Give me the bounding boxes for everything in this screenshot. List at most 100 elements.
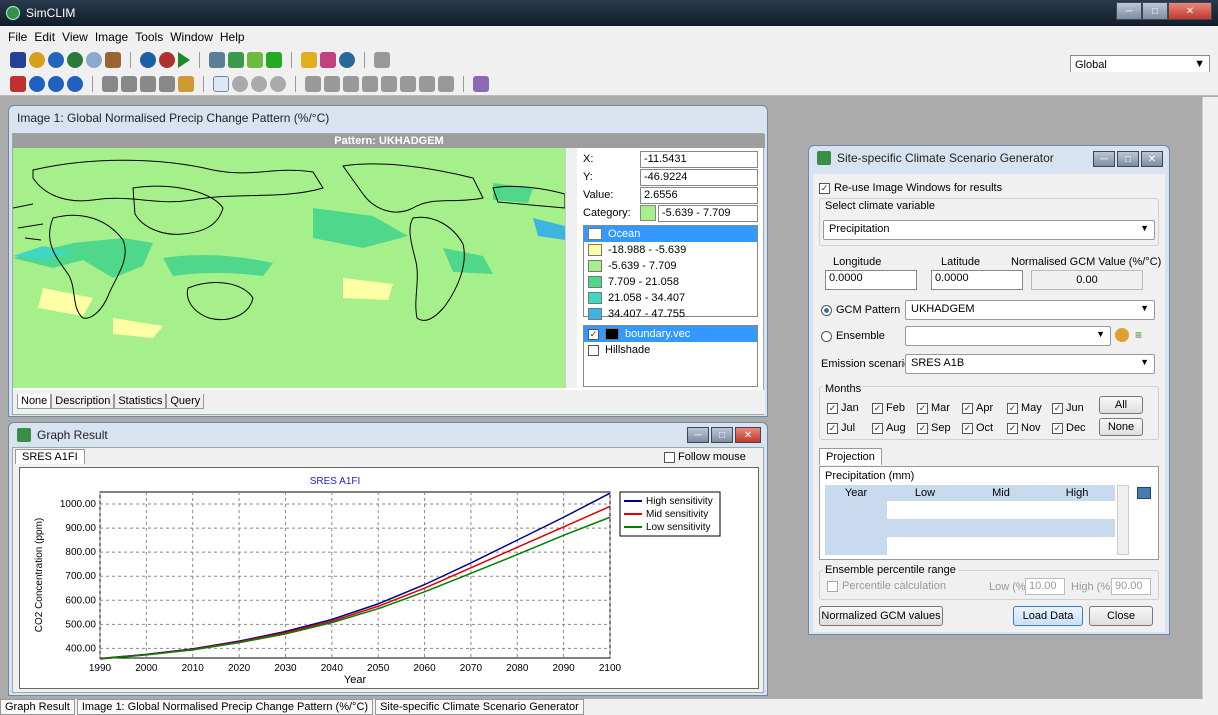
graph-minimize-button[interactable]: ─ xyxy=(687,427,709,443)
tool-11-icon[interactable] xyxy=(419,75,435,92)
tree-icon[interactable] xyxy=(105,52,121,68)
month-checkbox[interactable]: ✓ xyxy=(917,422,928,434)
legend-item[interactable]: 21.058 - 34.407 xyxy=(584,290,757,306)
ensemble-radio[interactable] xyxy=(821,330,832,342)
month-apr[interactable]: ✓ Apr xyxy=(962,402,993,414)
zoom-in-icon[interactable] xyxy=(232,75,248,92)
projection-scrollbar[interactable] xyxy=(1117,485,1129,555)
run-icon[interactable] xyxy=(178,52,190,68)
globe-small-icon[interactable] xyxy=(339,52,355,68)
month-mar[interactable]: ✓ Mar xyxy=(917,402,950,414)
tool-9-icon[interactable] xyxy=(381,75,397,92)
tool-8-icon[interactable] xyxy=(362,75,378,92)
month-may[interactable]: ✓ May xyxy=(1007,402,1042,414)
gcm-pattern-select[interactable]: UKHADGEM ▼ xyxy=(905,300,1155,320)
legend-item[interactable]: -18.988 - -5.639 xyxy=(584,242,757,258)
emission-select[interactable]: SRES A1B ▼ xyxy=(905,354,1155,374)
tool-7-icon[interactable] xyxy=(343,75,359,92)
month-jul[interactable]: ✓ Jul xyxy=(827,422,855,434)
back-icon[interactable] xyxy=(29,75,45,92)
graph-maximize-button[interactable]: □ xyxy=(711,427,733,443)
zoom-out-icon[interactable] xyxy=(251,75,267,92)
tool-10-icon[interactable] xyxy=(400,75,416,92)
none-months-button[interactable]: None xyxy=(1099,418,1143,436)
globe-green-icon[interactable] xyxy=(67,52,83,68)
month-checkbox[interactable]: ✓ xyxy=(1007,422,1018,434)
month-checkbox[interactable]: ✓ xyxy=(962,422,973,434)
menu-edit[interactable]: Edit xyxy=(34,30,56,44)
zoom-extent-icon[interactable] xyxy=(270,75,286,92)
world-icon[interactable] xyxy=(140,52,156,68)
step-icon[interactable] xyxy=(247,52,263,68)
gen-minimize-button[interactable]: ─ xyxy=(1093,151,1115,167)
table-icon[interactable] xyxy=(209,52,225,68)
tool-1-icon[interactable] xyxy=(102,75,118,92)
forward-icon[interactable] xyxy=(48,75,64,92)
month-feb[interactable]: ✓ Feb xyxy=(872,402,905,414)
gcm-pattern-radio[interactable] xyxy=(821,304,832,316)
refresh-icon[interactable] xyxy=(67,75,83,92)
projection-chart-icon[interactable] xyxy=(1137,487,1151,499)
grid-icon[interactable] xyxy=(320,52,336,68)
ensemble-select[interactable]: ▼ xyxy=(905,326,1111,346)
month-sep[interactable]: ✓ Sep xyxy=(917,422,951,434)
all-months-button[interactable]: All xyxy=(1099,396,1143,414)
ensemble-list-icon[interactable]: ≡ xyxy=(1135,328,1143,342)
tab-statistics[interactable]: Statistics xyxy=(114,394,167,409)
layer-hillshade[interactable]: Hillshade xyxy=(584,342,757,358)
menu-tools[interactable]: Tools xyxy=(135,30,164,44)
sun-icon[interactable] xyxy=(29,52,45,68)
month-jun[interactable]: ✓ Jun xyxy=(1052,402,1084,414)
world-red-icon[interactable] xyxy=(159,52,175,68)
maximize-button[interactable]: □ xyxy=(1142,2,1168,20)
high-pct-input[interactable]: 90.00 xyxy=(1111,578,1151,595)
menu-help[interactable]: Help xyxy=(219,30,245,44)
month-checkbox[interactable]: ✓ xyxy=(962,402,973,414)
menu-view[interactable]: View xyxy=(62,30,88,44)
tool-2-icon[interactable] xyxy=(121,75,137,92)
minimize-button[interactable]: ─ xyxy=(1116,2,1142,20)
low-pct-input[interactable]: 10.00 xyxy=(1025,578,1065,595)
graph-close-button[interactable]: ✕ xyxy=(735,427,761,443)
globe-icon[interactable] xyxy=(48,52,64,68)
legend-item[interactable]: 34.407 - 47.755 xyxy=(584,306,757,322)
load-data-button[interactable]: Load Data xyxy=(1013,606,1083,626)
legend-item[interactable]: Ocean xyxy=(584,226,757,242)
close-button[interactable]: ✕ xyxy=(1168,2,1212,20)
reuse-checkbox[interactable]: ✓ xyxy=(819,182,830,194)
gen-maximize-button[interactable]: □ xyxy=(1117,151,1139,167)
legend-list[interactable]: Ocean -18.988 - -5.639 -5.639 - 7.709 7.709… xyxy=(583,225,758,320)
month-checkbox[interactable]: ✓ xyxy=(827,422,838,434)
month-checkbox[interactable]: ✓ xyxy=(872,422,883,434)
follow-mouse-checkbox[interactable] xyxy=(664,451,675,463)
latitude-input[interactable]: 0.0000 xyxy=(931,270,1023,290)
task-graph-result[interactable]: Graph Result xyxy=(0,699,75,715)
map-canvas[interactable] xyxy=(13,148,565,388)
month-nov[interactable]: ✓ Nov xyxy=(1007,422,1041,434)
task-generator[interactable]: Site-specific Climate Scenario Generator xyxy=(375,699,584,715)
tab-description[interactable]: Description xyxy=(51,394,115,409)
layer-list[interactable]: ✓ boundary.vec Hillshade xyxy=(583,325,758,387)
pointer-icon[interactable] xyxy=(213,75,229,92)
menu-file[interactable]: File xyxy=(8,30,28,44)
tool-5-icon[interactable] xyxy=(305,75,321,92)
hand-icon[interactable] xyxy=(178,75,194,92)
layer-boundary-checkbox[interactable]: ✓ xyxy=(588,328,599,340)
task-image-1[interactable]: Image 1: Global Normalised Precip Change… xyxy=(76,699,374,715)
month-checkbox[interactable]: ✓ xyxy=(1052,422,1063,434)
layer-boundary[interactable]: ✓ boundary.vec xyxy=(584,326,757,342)
month-oct[interactable]: ✓ Oct xyxy=(962,422,993,434)
arrow-right-icon[interactable] xyxy=(266,52,282,68)
eraser-icon[interactable] xyxy=(473,75,489,92)
export-icon[interactable] xyxy=(10,75,26,92)
tree-arrow-icon[interactable] xyxy=(228,52,244,68)
tab-none[interactable]: None xyxy=(17,394,52,409)
new-map-icon[interactable] xyxy=(10,52,26,68)
variable-select[interactable]: Precipitation ▼ xyxy=(823,220,1155,240)
mdi-scrollbar[interactable] xyxy=(1202,97,1218,699)
close-dialog-button[interactable]: Close xyxy=(1089,606,1153,626)
zoom-globe-icon[interactable] xyxy=(86,52,102,68)
legend-item[interactable]: 7.709 - 21.058 xyxy=(584,274,757,290)
normalized-gcm-button[interactable]: Normalized GCM values xyxy=(819,606,943,626)
percentile-checkbox[interactable] xyxy=(827,580,838,592)
